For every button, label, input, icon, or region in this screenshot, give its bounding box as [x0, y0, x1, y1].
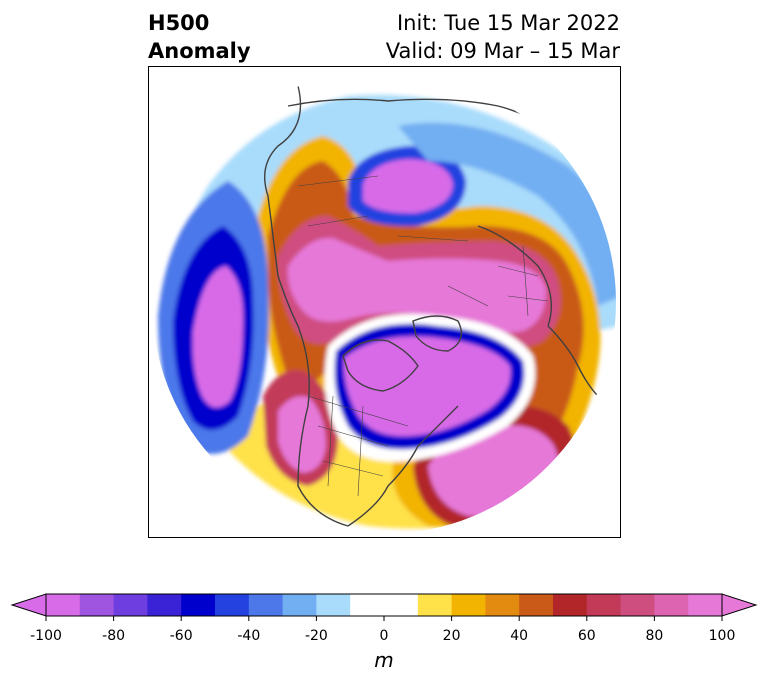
colorbar-segment [451, 594, 486, 616]
colorbar-segment [215, 594, 250, 616]
borders-eurasia [447, 245, 549, 317]
coast-europe [547, 325, 599, 397]
colorbar-tick-label: 20 [442, 628, 461, 644]
title-variable: H500 [148, 11, 210, 35]
colorbar-segment [586, 594, 622, 616]
coast-greenland [412, 315, 462, 352]
colorbar-extend-max [721, 593, 758, 617]
colorbar-segment [620, 594, 655, 616]
coast-west-america [264, 85, 349, 527]
colorbar-unit: m [374, 648, 394, 672]
colorbar-tick-label: 0 [379, 628, 389, 644]
colorbar-segment [417, 594, 453, 616]
colorbar-segment [79, 594, 115, 616]
colorbar [10, 593, 758, 621]
plot-title: H500 Anomaly [148, 9, 251, 65]
colorbar-segment [519, 594, 554, 616]
colorbar-segment [248, 594, 284, 616]
colorbar-extend-min [10, 593, 47, 617]
borders-america [307, 395, 409, 497]
colorbar-segment [316, 594, 351, 616]
coast-hudson-bay [342, 339, 419, 392]
title-field: Anomaly [148, 39, 251, 63]
map-frame [148, 66, 621, 538]
colorbar-tick-label: -20 [304, 628, 328, 644]
valid-range: Valid: 09 Mar – 15 Mar [385, 39, 620, 63]
colorbar-tick-label: -40 [237, 628, 261, 644]
neg-siberia-core [363, 159, 453, 214]
colorbar-segment [113, 594, 148, 616]
colorbar-segment [485, 594, 520, 616]
colorbar-tick-label: 60 [577, 628, 596, 644]
colorbar-segment [350, 594, 419, 616]
colorbar-tick-label: -80 [102, 628, 126, 644]
colorbar-segment [147, 594, 182, 616]
anomaly-map [148, 66, 621, 538]
colorbar-segment [46, 594, 81, 616]
borders-siberia [297, 175, 469, 242]
colorbar-segment [654, 594, 689, 616]
colorbar-tick-label: 80 [645, 628, 664, 644]
colorbar-segment [553, 594, 588, 616]
colorbar-segment [688, 594, 723, 616]
colorbar-tick-label: 40 [510, 628, 529, 644]
plot-dates: Init: Tue 15 Mar 2022 Valid: 09 Mar – 15… [386, 9, 620, 65]
anomaly-field [158, 85, 616, 532]
colorbar-tick-label: 100 [708, 628, 736, 644]
pos-arctic-core [287, 237, 546, 333]
colorbar-segment [282, 594, 317, 616]
neg-hudson-core [343, 336, 511, 437]
colorbar-tick-label: -60 [169, 628, 193, 644]
init-date: Init: Tue 15 Mar 2022 [396, 11, 620, 35]
neg-pacific-core [192, 266, 244, 408]
coast-scandinavia [477, 225, 553, 327]
political-borders [297, 175, 549, 497]
coast-east-america [347, 405, 459, 527]
colorbar-tick-label: -100 [30, 628, 62, 644]
colorbar-segment [181, 594, 216, 616]
neg-europe-band [398, 122, 616, 306]
